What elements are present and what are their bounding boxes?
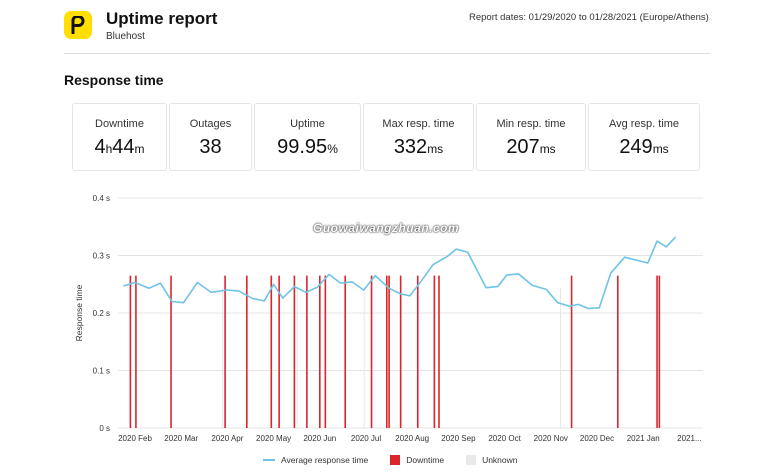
downtime-bar [278,275,280,428]
legend-item-average[interactable]: Average response time [263,455,368,465]
downtime-bar [399,275,402,428]
stat-label: Min resp. time [496,118,566,130]
legend-item-downtime[interactable]: Downtime [390,455,444,465]
unknown-bar [363,288,365,428]
downtime-bar [224,275,226,428]
legend-swatch-unknown [466,455,477,465]
downtime-bar [129,275,132,428]
downtime-bar [370,275,373,428]
downtime-bar [416,275,419,428]
app-logo [64,11,92,39]
legend-item-unknown[interactable]: Unknown [466,455,518,465]
y-tick-label: 0.1 s [93,367,110,376]
downtime-bar [570,275,573,428]
downtime-bar [438,275,440,428]
downtime-bar [385,275,388,428]
downtime-bar [319,275,321,428]
downtime-bar [433,275,436,428]
x-tick-label: 2020 Aug [395,434,429,443]
x-tick-label: 2020 May [256,434,291,443]
report-dates: Report dates: 01/29/2020 to 01/28/2021 (… [469,12,709,23]
x-tick-label: 2020 Oct [488,434,521,443]
stat-card-max-resp: Max resp. time 332ms [363,103,474,171]
x-tick-label: 2020 Feb [118,434,152,443]
monitor-name: Bluehost [106,31,145,42]
downtime-bar [658,275,661,428]
legend-swatch-line [263,459,275,461]
x-tick-label: 2020 Jul [351,434,381,443]
downtime-bar [293,275,296,428]
y-tick-label: 0.3 s [93,252,110,261]
stat-value: 249ms [619,136,669,158]
stat-card-outages: Outages 38 [169,103,252,171]
y-tick-label: 0.4 s [93,194,110,203]
downtime-bar [616,275,619,428]
x-tick-label: 2020 Nov [534,434,568,443]
stat-value: 332ms [393,136,444,158]
downtime-bar [344,275,347,428]
stat-label: Outages [189,118,232,130]
downtime-bar [170,275,172,428]
series-line-average [123,236,677,310]
stat-value: 207ms [506,136,556,158]
stat-label: Max resp. time [382,118,455,130]
downtime-bar [270,275,273,428]
stat-card-uptime: Uptime 99.95% [254,103,361,171]
y-tick-label: 0 s [99,424,110,433]
section-title: Response time [64,72,164,88]
stat-card-avg-resp: Avg resp. time 249ms [588,103,700,171]
legend-label: Average response time [281,455,369,465]
stat-card-downtime: Downtime 4h44m [72,103,167,171]
legend-label: Downtime [406,455,445,465]
y-tick-label: 0.2 s [93,309,110,318]
unknown-bar [221,288,223,428]
x-tick-label: 2020 Sep [441,434,476,443]
stat-value: 99.95% [277,136,338,158]
x-tick-label: 2020 Dec [580,434,614,443]
response-time-chart: 0 s 0.1 s 0.2 s 0.3 s 0.4 s Response time 2020… [74,194,703,443]
page-title: Uptime report [106,9,218,28]
chart-legend: Average response time Downtime Unknown [263,455,540,465]
legend-label: Unknown [482,455,518,465]
downtime-bar [656,275,658,428]
stat-value: 4h44m [94,136,145,158]
legend-swatch-downtime [390,455,401,465]
unknown-bar [296,288,298,428]
logo-icon [71,16,85,34]
x-tick-label: 2021... [677,434,701,443]
x-tick-label: 2020 Apr [211,434,243,443]
stat-value: 38 [199,136,222,158]
x-tick-label: 2021 Jan [627,434,660,443]
stat-label: Uptime [290,118,325,130]
downtime-bar [135,275,137,428]
unknown-bar [560,288,562,428]
stat-card-min-resp: Min resp. time 207ms [476,103,586,171]
x-tick-label: 2020 Mar [164,434,198,443]
stat-label: Avg resp. time [608,118,680,130]
downtime-bar [246,275,248,428]
downtime-bar [306,275,308,428]
downtime-bar [388,275,390,428]
stats-cards: Downtime 4h44m Outages 38 Uptime 99.95% … [72,103,700,171]
x-tick-label: 2020 Jun [303,434,336,443]
header-divider [64,53,710,54]
downtime-bar [324,275,327,428]
y-axis-label: Response time [74,284,84,341]
watermark: Guowaiwangzhuan.com [313,221,460,235]
stat-label: Downtime [95,118,144,130]
